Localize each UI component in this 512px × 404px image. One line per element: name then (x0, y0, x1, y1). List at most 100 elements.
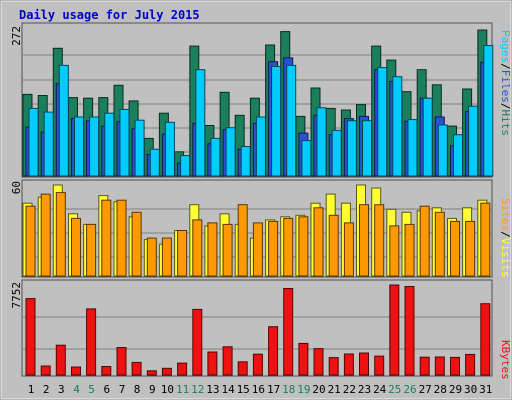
legend-kbytes: KBytes (499, 340, 512, 380)
bar-pages-day-18 (286, 64, 297, 177)
legend-separator: / (499, 63, 512, 70)
bar-pages-day-2 (43, 111, 54, 177)
bar-kbytes-day-1 (25, 298, 36, 376)
bar-sites-day-27 (419, 205, 430, 277)
bar-sites-day-9 (146, 237, 157, 277)
bar-pages-day-29 (453, 134, 463, 177)
bar-kbytes-day-10 (161, 367, 172, 376)
bar-kbytes-day-12 (192, 308, 203, 376)
bar-sites-day-3 (55, 192, 66, 277)
bar-pages-day-10 (164, 121, 175, 177)
bar-kbytes-day-20 (313, 348, 324, 376)
legend-sites: Sites (499, 198, 512, 231)
bar-sites-day-26 (404, 223, 415, 277)
legend-kbytes: KBytes (499, 340, 512, 380)
x-tick-label: 10 (161, 383, 174, 396)
bar-pages-day-16 (255, 116, 266, 177)
chart-title: Daily usage for July 2015 (19, 8, 200, 22)
bar-pages-day-15 (240, 146, 251, 177)
bar-kbytes-day-25 (389, 284, 400, 376)
bar-kbytes-day-9 (146, 370, 157, 376)
bar-sites-day-31 (480, 202, 491, 277)
bar-kbytes-day-31 (480, 303, 491, 376)
bar-pages-day-5 (89, 116, 100, 177)
bar-sites-day-18 (283, 217, 294, 277)
bar-sites-day-17 (268, 220, 279, 277)
bar-pages-day-21 (331, 129, 342, 177)
y-tick-visits: 60 (10, 181, 23, 194)
bar-sites-day-5 (86, 223, 97, 277)
bar-kbytes-day-3 (55, 344, 66, 376)
bar-kbytes-day-29 (450, 356, 460, 376)
bar-pages-day-31 (483, 45, 494, 177)
bar-kbytes-day-27 (419, 356, 430, 376)
bar-sites-day-10 (161, 237, 172, 277)
bar-pages-day-12 (195, 69, 206, 177)
bar-pages-day-28 (437, 124, 448, 177)
x-tick-label: 12 (191, 383, 204, 396)
bar-kbytes-day-30 (465, 353, 476, 376)
bar-sites-day-4 (71, 217, 81, 277)
x-tick-label: 29 (449, 383, 462, 396)
bar-sites-day-16 (252, 222, 263, 277)
bar-sites-day-20 (313, 207, 324, 277)
bar-sites-day-21 (328, 214, 339, 277)
bar-pages-day-1 (28, 107, 39, 177)
bar-pages-day-14 (225, 127, 236, 177)
bar-kbytes-day-2 (40, 365, 51, 376)
bar-pages-day-22 (346, 120, 357, 177)
bar-kbytes-day-5 (86, 308, 97, 376)
x-tick-label: 27 (419, 383, 432, 396)
bar-sites-day-28 (434, 211, 445, 277)
bar-sites-day-2 (40, 193, 51, 277)
bar-kbytes-day-11 (177, 362, 188, 376)
bar-sites-day-29 (450, 220, 460, 277)
bar-sites-day-30 (465, 220, 476, 277)
x-tick-label: 8 (134, 383, 141, 396)
bar-pages-day-9 (149, 148, 160, 177)
y-tick-kbytes: 7752 (10, 282, 23, 309)
bar-kbytes-day-15 (237, 361, 248, 376)
x-tick-label: 19 (297, 383, 310, 396)
bar-kbytes-day-13 (207, 351, 218, 376)
bar-kbytes-day-16 (252, 353, 263, 376)
x-tick-label: 28 (434, 383, 447, 396)
x-tick-label: 23 (358, 383, 371, 396)
bar-pages-day-27 (422, 97, 433, 177)
x-tick-label: 11 (176, 383, 189, 396)
x-tick-label: 17 (267, 383, 280, 396)
x-tick-label: 22 (343, 383, 356, 396)
x-tick-label: 16 (252, 383, 265, 396)
bar-kbytes-day-23 (359, 352, 369, 376)
bar-kbytes-day-26 (404, 286, 415, 376)
bar-pages-day-17 (271, 66, 282, 177)
x-tick-label: 30 (464, 383, 477, 396)
bar-pages-day-19 (301, 140, 312, 177)
bar-pages-day-6 (104, 112, 115, 177)
bar-pages-day-3 (58, 64, 69, 177)
bar-pages-day-8 (134, 119, 145, 177)
bar-pages-day-24 (377, 67, 388, 177)
x-tick-label: 31 (479, 383, 492, 396)
bar-kbytes-day-17 (268, 326, 279, 376)
bar-kbytes-day-8 (131, 361, 142, 376)
bar-kbytes-day-4 (71, 366, 81, 376)
x-tick-label: 2 (43, 383, 50, 396)
x-tick-label: 15 (237, 383, 250, 396)
bar-layer (22, 29, 494, 376)
x-tick-label: 4 (73, 383, 80, 396)
bar-pages-day-30 (468, 105, 479, 177)
bar-sites-day-23 (359, 204, 369, 277)
legend-sites-visits: Sites/Visits (499, 198, 512, 278)
bar-kbytes-day-21 (328, 357, 339, 376)
bar-pages-day-4 (74, 116, 84, 177)
x-tick-label: 20 (312, 383, 325, 396)
bar-sites-day-25 (389, 225, 400, 277)
bar-kbytes-day-28 (434, 356, 445, 376)
legend-files: Files (499, 70, 512, 103)
bar-sites-day-24 (374, 204, 385, 277)
bar-pages-day-25 (392, 76, 403, 177)
